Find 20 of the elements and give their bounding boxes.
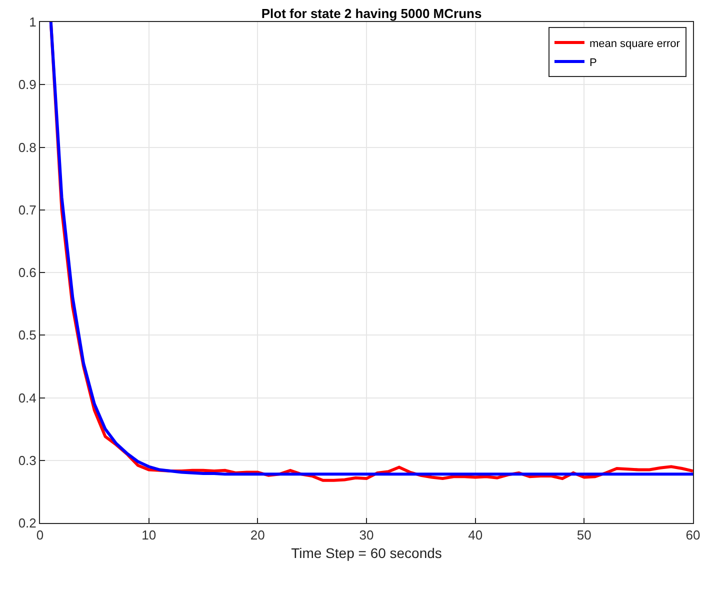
x-axis-title: Time Step = 60 seconds [291, 544, 442, 561]
y-tick-label: 0.8 [18, 140, 36, 155]
y-tick-label: 1 [29, 14, 36, 30]
x-tick-label: 10 [142, 528, 156, 543]
y-tick-label: 0.6 [18, 265, 36, 280]
y-tick-label: 0.2 [18, 516, 36, 531]
legend-label: P [589, 56, 597, 69]
y-tick-label: 0.9 [18, 77, 36, 92]
x-tick-label: 50 [576, 528, 592, 543]
y-tick-label: 0.5 [18, 328, 36, 343]
x-tick-label: 40 [468, 528, 483, 543]
chart-title: Plot for state 2 having 5000 MCruns [261, 6, 482, 22]
y-tick-label: 0.7 [18, 202, 36, 218]
x-tick-label: 60 [686, 528, 700, 543]
x-tick-label: 0 [36, 528, 44, 543]
y-tick-label: 0.4 [18, 390, 36, 406]
x-tick-label: 30 [359, 528, 374, 543]
x-tick-label: 20 [250, 528, 265, 543]
y-tick-label: 0.3 [18, 452, 36, 468]
legend-label: mean square error [589, 38, 680, 50]
